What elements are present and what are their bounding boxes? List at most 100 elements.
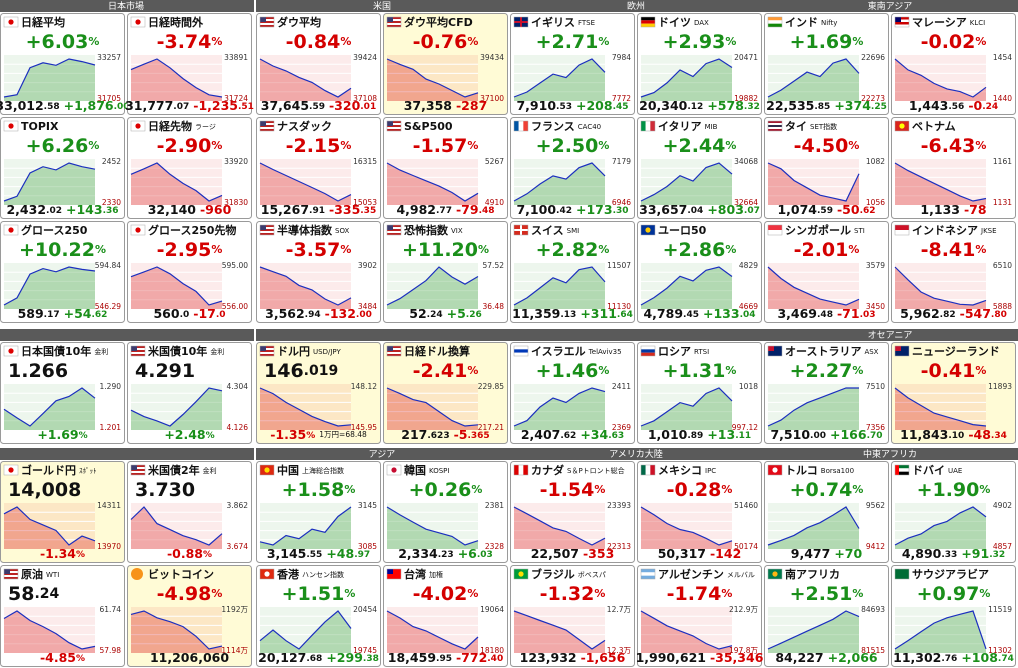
- big-main: 58: [8, 583, 34, 605]
- flag-icon: [387, 350, 401, 352]
- chart-low: 5888: [993, 302, 1012, 311]
- diff-small: .35: [360, 206, 376, 216]
- flag-border: [513, 568, 529, 580]
- flag-icon: [260, 19, 274, 21]
- big-main: +10.22: [19, 239, 95, 261]
- flag-icon: [768, 346, 782, 356]
- diff-main: -4.85: [40, 650, 76, 665]
- bottom-line: 4,890.33 +91.32: [902, 546, 1005, 561]
- flag-border: [3, 16, 19, 28]
- tile: インドネシア JKSE -8.41% 6510 5888 5,962.82 -547.80: [891, 221, 1016, 323]
- diff-main: +13: [707, 427, 735, 442]
- name: トルコ: [785, 464, 818, 477]
- big-main: -1.74: [667, 583, 722, 605]
- chart-high: 3145: [358, 501, 377, 510]
- big-small: %: [340, 243, 351, 256]
- trend-area: [768, 611, 859, 653]
- price-small: .53: [556, 102, 572, 112]
- big-small: %: [975, 35, 986, 48]
- note: 1万円=68.48: [319, 430, 367, 439]
- diff-main: -78: [964, 202, 987, 217]
- name: グロース250: [21, 223, 88, 237]
- trend-area: [514, 388, 605, 430]
- flag-icon: [645, 465, 651, 475]
- price-main: 1,074: [777, 202, 817, 217]
- trend-area: [514, 267, 605, 309]
- tile: S&P500 -1.57% 5267 4910 4,982.77 -79.48: [383, 117, 508, 219]
- trend-line: [130, 610, 223, 650]
- flag-icon: [260, 17, 266, 22]
- trend-area: [768, 163, 859, 205]
- flag-icon: [260, 350, 274, 352]
- price-small: .56: [948, 102, 964, 112]
- flag-border: [386, 345, 402, 357]
- price-small: .59: [309, 102, 325, 112]
- name: タイ: [785, 120, 807, 133]
- bottom-line: 32,140 -960: [148, 202, 232, 217]
- chart-high: 20454: [353, 605, 377, 614]
- big-main: 14,008: [8, 479, 81, 501]
- chart-bg: [514, 384, 605, 430]
- flag-icon: [895, 569, 909, 579]
- flag-border: [386, 568, 402, 580]
- trend-area: [768, 507, 859, 549]
- price-main: 2,334: [398, 546, 438, 561]
- tile: ロシア RTSI +1.31%1018 997.12 1,010.89 +13.11: [637, 342, 762, 444]
- price-small: .23: [438, 550, 454, 560]
- chart-bg: [641, 55, 732, 101]
- trend-area: [641, 267, 732, 309]
- big-value: +6.26%: [26, 135, 100, 157]
- flag-icon: [4, 577, 18, 579]
- bottom-line: 9,477 +70: [791, 546, 863, 561]
- price-main: 32,140: [148, 202, 197, 217]
- trend-area: [768, 267, 859, 309]
- trend-area: [514, 163, 605, 205]
- price-main: 22,507: [531, 546, 579, 561]
- price-main: 1,133: [920, 202, 960, 217]
- price-small: .17: [44, 310, 60, 320]
- bottom-line: 4,982.77 -79.48: [396, 202, 494, 217]
- big-value: +0.97%: [917, 583, 991, 605]
- chart-bg: [387, 503, 478, 549]
- section-header: [510, 329, 764, 341]
- tile: 日経ドル換算 -2.41%229.85 217.21 217.623 -5.365: [383, 342, 508, 444]
- flag-icon: [387, 231, 401, 233]
- flag-border: [513, 224, 529, 236]
- trend-line: [767, 387, 859, 427]
- flag-icon: [260, 127, 274, 129]
- tile-name: 米国債2年 金利: [147, 463, 217, 477]
- trend-line: [640, 506, 733, 546]
- big-value: -8.41%: [921, 239, 987, 261]
- diff-small: .11: [735, 431, 751, 441]
- bottom-line: 217.623 -5.365: [401, 427, 489, 442]
- price-main: 15,267: [261, 202, 309, 217]
- flag-icon: [772, 467, 778, 473]
- flag-icon: [641, 352, 655, 356]
- bottom-line: 3,469.48 -71.03: [777, 306, 875, 321]
- flag-border: [513, 16, 529, 28]
- diff-main: +108: [961, 650, 998, 665]
- flag-icon: [768, 346, 774, 351]
- big-small: %: [725, 243, 736, 256]
- flag-icon: [264, 467, 270, 473]
- chart-high: 595.00: [222, 261, 248, 270]
- diff-main: -1.34: [40, 546, 76, 561]
- trend-area: [768, 59, 859, 101]
- tile-name: 日経時間外: [148, 15, 204, 29]
- flag-icon: [4, 571, 18, 573]
- price-main: 7,100: [516, 202, 556, 217]
- big-small: %: [598, 364, 609, 377]
- tile-name: 日経ドル換算: [404, 344, 470, 358]
- flag-border: [513, 120, 529, 132]
- chart-bg: [514, 159, 605, 205]
- big-main: +11.20: [402, 239, 478, 261]
- big-small: %: [88, 35, 99, 48]
- flag-icon: [387, 352, 401, 354]
- flag-icon: [387, 569, 401, 579]
- chart-low: 19882: [734, 94, 758, 103]
- big-value: 3.730: [135, 479, 195, 501]
- sub-label: RTSI: [694, 348, 709, 356]
